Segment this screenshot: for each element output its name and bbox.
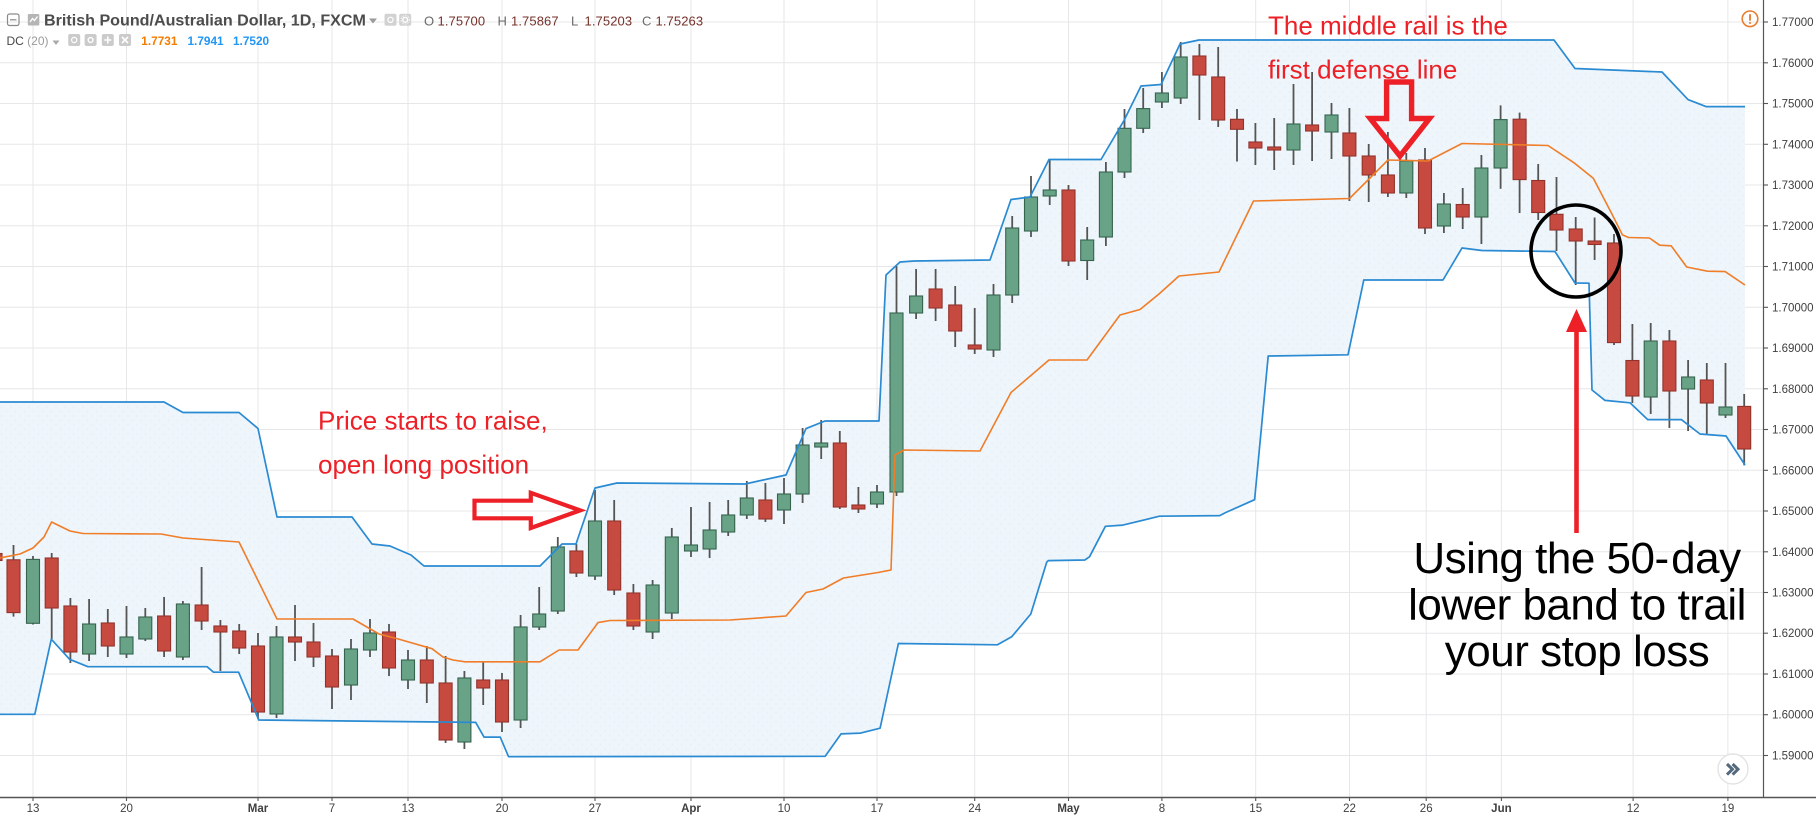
- svg-text:13: 13: [27, 803, 40, 815]
- svg-text:1.71000: 1.71000: [1772, 262, 1814, 274]
- svg-text:1.66000: 1.66000: [1772, 465, 1814, 477]
- svg-text:Price starts to raise,: Price starts to raise,: [318, 406, 548, 436]
- svg-text:1.75263: 1.75263: [656, 14, 704, 29]
- svg-text:1.75203: 1.75203: [585, 14, 633, 29]
- svg-text:1.73000: 1.73000: [1772, 180, 1814, 192]
- svg-text:1.7520: 1.7520: [233, 34, 270, 48]
- svg-text:C: C: [642, 14, 651, 29]
- svg-text:1.64000: 1.64000: [1772, 547, 1814, 559]
- svg-text:Using the 50-day: Using the 50-day: [1413, 534, 1741, 583]
- svg-text:1.75867: 1.75867: [511, 14, 559, 29]
- svg-text:12: 12: [1627, 803, 1640, 815]
- svg-text:1.61000: 1.61000: [1772, 669, 1814, 681]
- svg-text:1.69000: 1.69000: [1772, 343, 1814, 355]
- svg-text:your stop loss: your stop loss: [1445, 627, 1709, 676]
- svg-text:The middle rail is the: The middle rail is the: [1268, 11, 1508, 41]
- svg-text:1.75000: 1.75000: [1772, 99, 1814, 111]
- svg-text:1.76000: 1.76000: [1772, 58, 1814, 70]
- svg-text:15: 15: [1249, 803, 1262, 815]
- svg-text:O: O: [424, 14, 434, 29]
- svg-text:1.74000: 1.74000: [1772, 139, 1814, 151]
- svg-text:10: 10: [778, 803, 791, 815]
- svg-text:19: 19: [1722, 803, 1735, 815]
- svg-text:1.70000: 1.70000: [1772, 302, 1814, 314]
- svg-text:H: H: [498, 14, 507, 29]
- svg-text:L: L: [571, 14, 578, 29]
- svg-text:22: 22: [1343, 803, 1356, 815]
- svg-text:1.60000: 1.60000: [1772, 710, 1814, 722]
- svg-text:1.62000: 1.62000: [1772, 628, 1814, 640]
- svg-text:1.7731: 1.7731: [141, 34, 178, 48]
- svg-text:lower band to trail: lower band to trail: [1408, 581, 1746, 630]
- svg-text:open long position: open long position: [318, 450, 529, 480]
- svg-text:27: 27: [589, 803, 602, 815]
- svg-text:British Pound/Australian Dolla: British Pound/Australian Dollar, 1D, FXC…: [44, 12, 366, 30]
- svg-text:1.63000: 1.63000: [1772, 588, 1814, 600]
- svg-text:1.59000: 1.59000: [1772, 751, 1814, 763]
- svg-text:20: 20: [496, 803, 509, 815]
- svg-text:1.77000: 1.77000: [1772, 17, 1814, 29]
- svg-text:DC (20): DC (20): [7, 34, 49, 48]
- svg-text:1.75700: 1.75700: [438, 14, 486, 29]
- svg-text:17: 17: [871, 803, 884, 815]
- svg-text:1.7941: 1.7941: [188, 34, 225, 48]
- svg-text:Jun: Jun: [1491, 803, 1511, 815]
- svg-text:26: 26: [1420, 803, 1433, 815]
- svg-text:7: 7: [329, 803, 335, 815]
- svg-text:1.72000: 1.72000: [1772, 221, 1814, 233]
- svg-text:1.67000: 1.67000: [1772, 425, 1814, 437]
- svg-text:first defense line: first defense line: [1268, 55, 1457, 85]
- svg-text:13: 13: [402, 803, 415, 815]
- svg-text:20: 20: [120, 803, 133, 815]
- svg-text:24: 24: [968, 803, 981, 815]
- svg-text:May: May: [1057, 803, 1080, 815]
- svg-text:8: 8: [1159, 803, 1165, 815]
- svg-text:1.68000: 1.68000: [1772, 384, 1814, 396]
- svg-text:Mar: Mar: [248, 803, 269, 815]
- svg-text:1.65000: 1.65000: [1772, 506, 1814, 518]
- svg-text:Apr: Apr: [681, 803, 701, 815]
